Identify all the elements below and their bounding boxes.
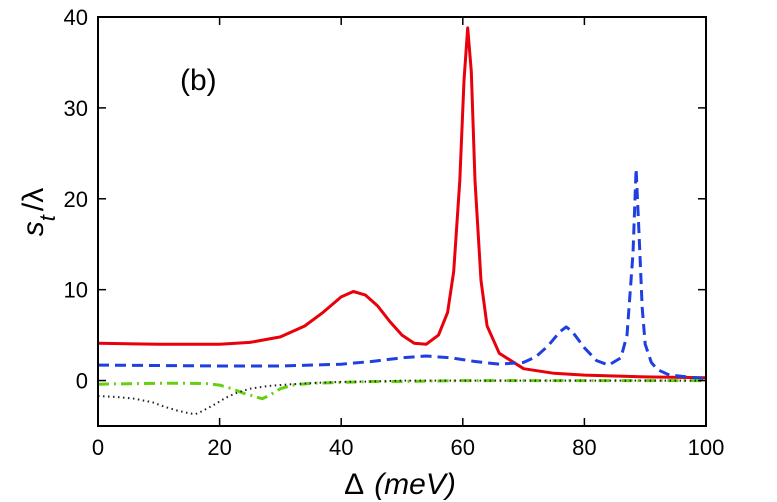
y-axis-title: st/λ	[17, 188, 60, 236]
y-tick-label: 30	[64, 96, 88, 121]
x-tick-label: 20	[207, 435, 231, 460]
x-tick-label: 100	[688, 435, 725, 460]
x-tick-label: 60	[451, 435, 475, 460]
x-axis-symbol: Δ	[344, 468, 364, 501]
series-line-dotted	[97, 379, 706, 416]
series-line-dashed	[97, 167, 707, 381]
x-tick-label: 40	[329, 435, 353, 460]
x-tick-label: 80	[572, 435, 596, 460]
y-tick-label: 10	[64, 278, 88, 303]
y-axis-rest: /λ	[17, 188, 50, 211]
panel-label: (b)	[180, 64, 217, 97]
series-line-solid	[97, 26, 707, 380]
x-axis-ticks: 0 20 40 60 80 100	[92, 17, 724, 460]
plot-lines	[97, 26, 707, 416]
series-line-dash-dot	[97, 379, 706, 401]
x-axis-title: Δ (meV)	[344, 468, 456, 501]
x-tick-label: 0	[92, 435, 104, 460]
y-axis-subscript: t	[35, 214, 60, 221]
y-axis-main: s	[17, 221, 50, 236]
y-axis-ticks: 0 10 20 30 40	[64, 5, 706, 394]
plot-frame	[97, 16, 707, 427]
y-tick-label: 0	[76, 369, 88, 394]
y-tick-label: 20	[64, 187, 88, 212]
x-axis-unit: (meV)	[374, 468, 456, 501]
y-tick-label: 40	[64, 5, 88, 30]
